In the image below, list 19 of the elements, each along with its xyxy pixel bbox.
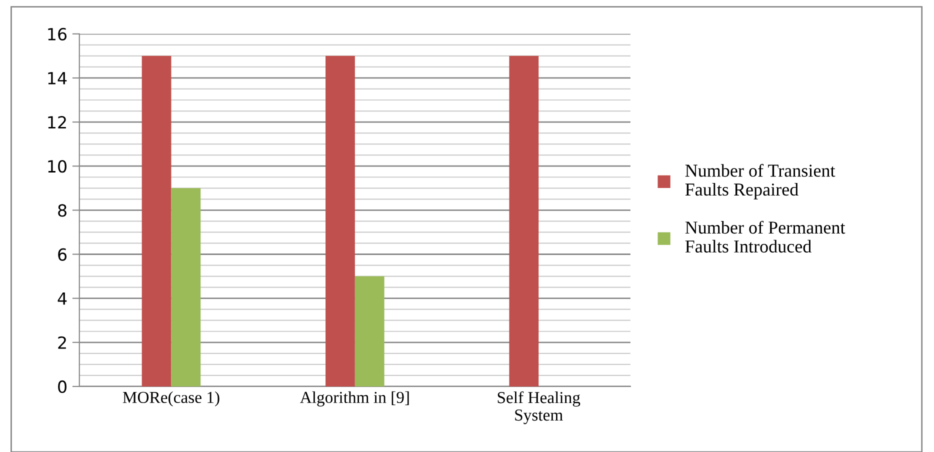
x-tick-label: MORe(case 1) — [122, 391, 220, 406]
x-tick-label: Algorithm in [9] — [300, 391, 409, 406]
bar — [142, 56, 172, 386]
y-tick-label: 16 — [48, 28, 67, 40]
legend-label: Number of Transient Faults Repaired — [685, 164, 836, 200]
y-tick-label: 0 — [58, 380, 66, 394]
y-tick-label: 8 — [58, 204, 66, 217]
y-tick-label: 4 — [58, 292, 67, 305]
bar — [171, 188, 201, 386]
legend-label: Number of Permanent Faults Introduced — [685, 220, 846, 253]
bar — [354, 276, 384, 386]
bar — [509, 56, 539, 386]
y-tick-label: 6 — [58, 248, 67, 261]
x-tick-label: Self Healing System — [498, 391, 580, 424]
y-tick-label: 12 — [48, 116, 66, 128]
y-tick-label: 10 — [48, 160, 66, 173]
y-tick-label: 14 — [48, 72, 67, 84]
bar — [326, 56, 355, 386]
y-tick-label: 2 — [58, 336, 66, 349]
